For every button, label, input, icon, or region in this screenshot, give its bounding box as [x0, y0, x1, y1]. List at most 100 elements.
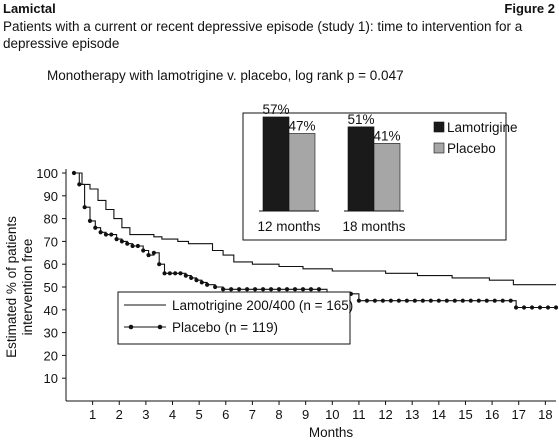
y-tick-label: 20 [44, 348, 58, 363]
placebo-point [380, 298, 386, 303]
inset-bar-lamotrigine [262, 116, 290, 212]
inset-legend-lamotrigine-swatch [433, 121, 445, 133]
inset-category-label: 18 months [342, 219, 405, 234]
placebo-point [316, 287, 322, 292]
placebo-point [130, 243, 135, 249]
placebo-point [162, 271, 167, 276]
x-tick-label: 14 [432, 407, 446, 422]
placebo-point [109, 232, 114, 237]
placebo-point [194, 278, 199, 283]
placebo-point [119, 239, 125, 244]
placebo-point [484, 298, 489, 303]
placebo-point [98, 230, 103, 235]
inset-legend-placebo-swatch [433, 142, 445, 154]
placebo-point [388, 298, 393, 303]
x-tick-label: 3 [142, 407, 149, 422]
y-tick-label: 10 [44, 371, 58, 386]
placebo-point [167, 271, 172, 276]
placebo-point [244, 287, 250, 292]
inset-bar-label-placebo: 41% [373, 128, 400, 143]
placebo-point [178, 271, 183, 276]
placebo-point [356, 298, 362, 303]
placebo-point [284, 287, 290, 292]
inset-legend-placebo-label: Placebo [447, 141, 496, 156]
x-tick-label: 8 [275, 407, 282, 422]
legend-placebo-marker [128, 324, 134, 330]
x-tick-label: 18 [538, 407, 552, 422]
x-tick-label: 4 [169, 407, 176, 422]
placebo-point [135, 243, 141, 249]
placebo-point [404, 298, 409, 303]
placebo-point [151, 250, 156, 255]
x-tick-label: 6 [222, 407, 229, 422]
inset-bar-label-lamotrigine: 57% [262, 102, 289, 117]
legend-placebo-label: Placebo (n = 119) [172, 320, 278, 335]
placebo-point [268, 287, 274, 292]
placebo-point [141, 248, 146, 253]
x-tick-label: 17 [511, 407, 525, 422]
placebo-point [173, 271, 178, 276]
placebo-point [492, 298, 497, 303]
x-tick-label: 15 [458, 407, 472, 422]
placebo-point [468, 298, 473, 303]
y-tick-label: 100 [36, 166, 58, 181]
placebo-point [82, 205, 87, 210]
y-axis-label-line1: Estimated % of patients [4, 216, 19, 358]
inset-bar-placebo [373, 143, 401, 212]
lamotrigine-line [74, 172, 556, 286]
figure-label: Figure 2 [504, 1, 555, 16]
inset-bar-label-lamotrigine: 51% [347, 112, 374, 127]
placebo-point [125, 241, 130, 246]
placebo-point [236, 287, 242, 292]
chart-subtitle: Monotherapy with lamotrigine v. placebo,… [47, 68, 404, 83]
placebo-point [229, 287, 234, 292]
x-tick-label: 5 [196, 407, 203, 422]
placebo-point [476, 298, 481, 303]
placebo-point [292, 287, 298, 292]
figure-caption: Patients with a current or recent depres… [3, 19, 523, 51]
placebo-point [436, 298, 441, 303]
placebo-point [199, 280, 204, 285]
placebo-point [372, 298, 378, 303]
document-title: Lamictal [3, 1, 56, 16]
placebo-point [529, 305, 535, 310]
y-axis-label-line2: intervention free [20, 239, 35, 336]
inset-legend-lamotrigine-label: Lamotrigine [447, 120, 518, 135]
placebo-point [428, 298, 433, 303]
placebo-point [460, 298, 465, 303]
x-tick-label: 12 [378, 407, 392, 422]
placebo-point [189, 275, 194, 280]
placebo-point [183, 273, 188, 278]
placebo-point [521, 305, 527, 310]
placebo-point [452, 298, 457, 303]
placebo-point [513, 305, 519, 310]
inset-bar-chart: 57%47% 12 months 51%41% 18 months Lamotrigin… [242, 102, 518, 241]
placebo-point [308, 287, 314, 292]
placebo-point [205, 282, 210, 287]
placebo-point [412, 298, 417, 303]
legend-placebo-marker [157, 324, 163, 330]
placebo-point [420, 298, 425, 303]
x-tick-label: 11 [352, 407, 366, 422]
placebo-point [114, 237, 119, 242]
placebo-point [300, 287, 306, 292]
placebo-point [157, 262, 162, 267]
x-axis-label: Months [309, 425, 354, 440]
placebo-point [146, 252, 151, 258]
x-tick-label: 16 [485, 407, 499, 422]
placebo-point [77, 182, 82, 187]
x-tick-label: 2 [116, 407, 123, 422]
placebo-point [545, 305, 551, 310]
y-tick-label: 90 [44, 189, 58, 204]
placebo-point [444, 298, 449, 303]
y-tick-label: 70 [44, 234, 58, 249]
placebo-point [103, 232, 109, 237]
inset-category-label: 12 months [257, 219, 320, 234]
placebo-point [276, 287, 282, 292]
placebo-point [396, 298, 401, 303]
legend-box [117, 291, 351, 345]
placebo-point [221, 287, 226, 292]
y-tick-label: 40 [44, 303, 58, 318]
